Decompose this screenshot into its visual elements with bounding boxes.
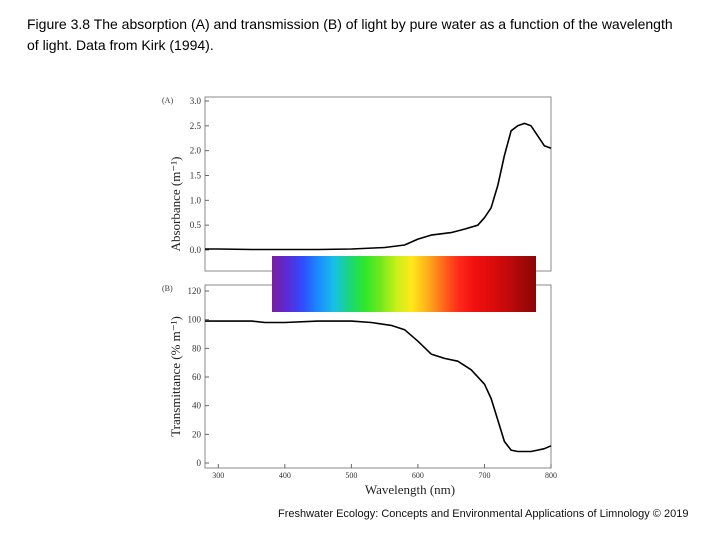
series-line (205, 122, 552, 251)
y-tick-label: 60 (192, 372, 202, 382)
y-tick-label: 0 (197, 458, 202, 468)
y-tick-label: 120 (188, 286, 202, 296)
panel-a-absorbance: 0.0 0.5 1.0 1.5 2.0 2.5 3.0 (A) Absorbance (m⁻¹) (162, 96, 552, 272)
x-tick-label: 600 (412, 471, 424, 480)
panel-b-transmittance: 0 20 40 60 80 100 120 (B) Transmittance (% m⁻¹) 3… (162, 284, 557, 497)
x-tick-label: 700 (478, 471, 490, 480)
y-axis-label: Transmittance (% m⁻¹) (168, 316, 183, 437)
y-tick-label: 1.5 (190, 171, 202, 181)
x-axis-label: Wavelength (nm) (365, 482, 455, 497)
y-tick-label: 0.0 (190, 245, 202, 255)
y-tick-label: 80 (192, 343, 202, 353)
y-tick-label: 3.0 (190, 96, 202, 106)
y-tick-label: 40 (192, 401, 202, 411)
plot-frame (204, 284, 552, 469)
y-tick-label: 20 (192, 429, 202, 439)
series-line (205, 320, 552, 453)
footer-credit: Freshwater Ecology: Concepts and Environ… (278, 508, 689, 520)
panel-label: (B) (162, 284, 173, 293)
panel-label: (A) (162, 96, 173, 105)
y-tick-label: 2.5 (190, 121, 202, 131)
x-tick-label: 400 (279, 471, 291, 480)
y-axis-label: Absorbance (m⁻¹) (168, 157, 183, 252)
figure-caption: Figure 3.8 The absorption (A) and transm… (27, 16, 673, 53)
visible-spectrum-band (272, 256, 536, 312)
y-tick-label: 100 (188, 315, 202, 325)
x-tick-label: 300 (212, 471, 224, 480)
y-tick-label: 1.0 (190, 195, 202, 205)
x-tick-label: 800 (545, 471, 557, 480)
plot-frame (204, 96, 552, 272)
x-tick-label: 500 (345, 471, 357, 480)
y-tick-label: 2.0 (190, 146, 202, 156)
y-tick-label: 0.5 (190, 220, 202, 230)
